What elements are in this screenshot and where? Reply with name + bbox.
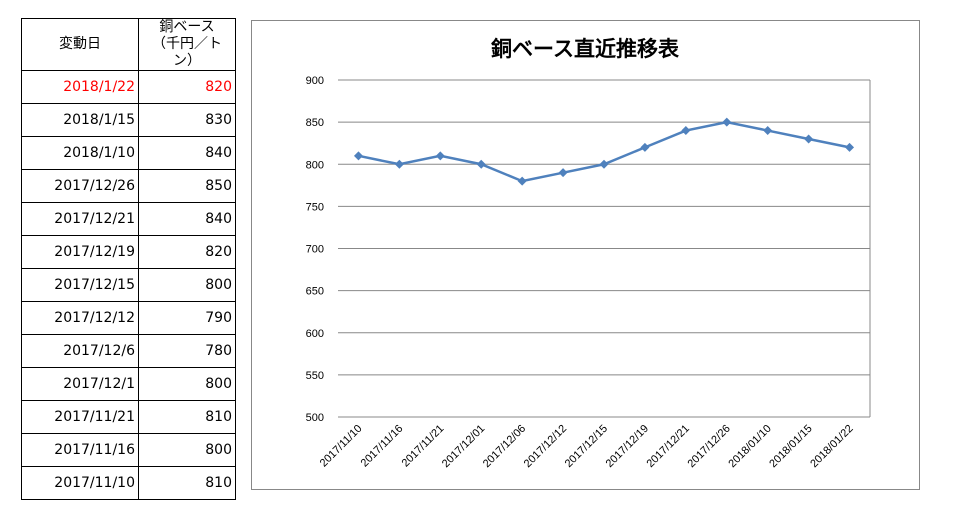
x-tick-label: 2018/01/15 [767,423,814,470]
data-point [763,126,773,136]
data-point [681,126,691,136]
date-cell: 2017/11/10 [21,466,139,500]
price-cell: 810 [138,400,236,434]
price-cell: 820 [138,70,236,104]
x-tick-label: 2017/12/06 [481,423,528,470]
price-cell: 800 [138,367,236,401]
data-point [394,159,404,169]
date-cell: 2017/12/19 [21,235,139,269]
x-tick-label: 2017/11/10 [318,423,365,470]
date-cell: 2017/12/1 [21,367,139,401]
table-row: 2017/12/6 780 [21,334,236,368]
header-price-line2: （千円／トン） [152,36,222,69]
data-point [804,134,814,144]
y-tick-label: 600 [306,328,324,340]
series-line [358,120,850,183]
price-cell: 840 [138,202,236,236]
x-tick-label: 2017/11/21 [400,423,447,470]
y-tick-label: 900 [306,75,324,87]
chart-area: 銅ベース直近推移表 500 550 600 650 700 750 800 850 900 201… [251,20,920,490]
y-tick-label: 700 [306,244,324,256]
x-tick-label: 2018/01/10 [726,423,773,470]
x-tick-label: 2017/12/19 [604,423,651,470]
data-point [640,142,650,152]
y-tick-label: 750 [306,201,324,213]
price-cell: 800 [138,268,236,302]
data-point [599,159,609,169]
date-cell: 2017/11/16 [21,433,139,467]
price-cell: 820 [138,235,236,269]
data-point [476,159,486,169]
date-cell: 2017/12/26 [21,169,139,203]
y-tick-label: 850 [306,117,324,129]
header-date: 変動日 [21,18,139,71]
x-tick-label: 2017/12/26 [685,423,732,470]
date-cell: 2017/11/21 [21,400,139,434]
x-tick-label: 2017/12/21 [645,423,692,470]
table-row: 2018/1/15 830 [21,103,236,137]
table-row: 2017/12/21 840 [21,202,236,236]
price-cell: 810 [138,466,236,500]
x-tick-label: 2017/12/01 [440,423,487,470]
x-tick-label: 2017/12/15 [563,423,610,470]
price-cell: 780 [138,334,236,368]
date-cell: 2017/12/21 [21,202,139,236]
x-tick-label: 2017/11/16 [359,423,406,470]
table-row: 2018/1/10 840 [21,136,236,170]
table-row: 2017/12/12 790 [21,301,236,335]
table-row: 2017/12/19 820 [21,235,236,269]
data-point [517,176,527,186]
price-cell: 840 [138,136,236,170]
table-row: 2018/1/22 820 [21,70,236,104]
price-cell: 850 [138,169,236,203]
table-row: 2017/11/16 800 [21,433,236,467]
price-table: 変動日 銅ベース （千円／トン） 2018/1/22 820 2018/1/15 830… [21,18,236,500]
chart-title: 銅ベース直近推移表 [491,37,680,61]
data-point [558,168,568,178]
date-cell: 2018/1/10 [21,136,139,170]
table-row: 2017/12/15 800 [21,268,236,302]
date-cell: 2017/12/6 [21,334,139,368]
header-price-line1: 銅ベース [159,19,215,35]
date-cell: 2017/12/12 [21,301,139,335]
y-tick-label: 650 [306,286,324,298]
date-cell: 2018/1/22 [21,70,139,104]
table-row: 2017/11/21 810 [21,400,236,434]
y-tick-label: 800 [306,159,324,171]
line-chart: 銅ベース直近推移表 500 550 600 650 700 750 800 850 900 201… [306,37,871,470]
data-point [845,142,855,152]
x-tick-label: 2018/01/22 [808,423,855,470]
price-cell: 790 [138,301,236,335]
data-point [722,117,732,127]
x-tick-label: 2017/12/12 [522,423,569,470]
data-point [353,151,363,161]
price-cell: 800 [138,433,236,467]
y-tick-label: 550 [306,370,324,382]
table-row: 2017/12/26 850 [21,169,236,203]
data-point [435,151,445,161]
table-row: 2017/11/10 810 [21,466,236,500]
y-tick-label: 500 [306,412,324,424]
date-cell: 2018/1/15 [21,103,139,137]
date-cell: 2017/12/15 [21,268,139,302]
price-cell: 830 [138,103,236,137]
header-price: 銅ベース （千円／トン） [138,18,236,71]
table-row: 2017/12/1 800 [21,367,236,401]
